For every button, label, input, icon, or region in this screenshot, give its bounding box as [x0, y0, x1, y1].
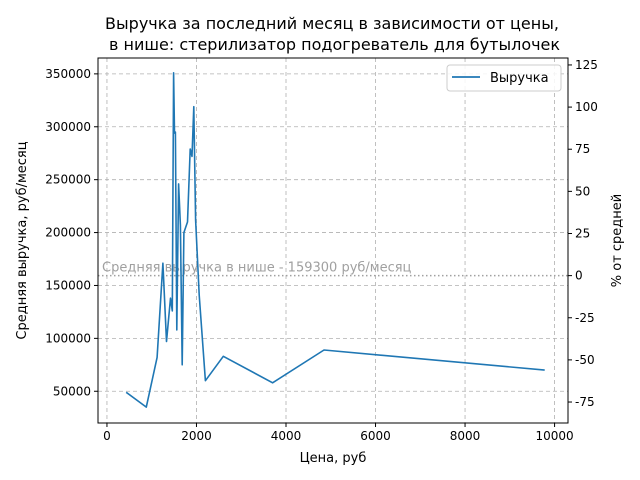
- x-tick-label: 0: [103, 429, 111, 443]
- y2-tick-label: 125: [575, 58, 598, 72]
- plot-frame: [97, 57, 569, 424]
- average-label: Средняя выручка в нише - 159300 руб/меся…: [102, 261, 412, 276]
- x-axis-ticks: 0 2000 4000 6000 8000 10000: [103, 423, 574, 443]
- x-tick-label: 10000: [535, 429, 573, 443]
- y-tick-label: 150000: [45, 278, 91, 292]
- x-tick-label: 4000: [271, 429, 302, 443]
- chart-title-line-1: Выручка за последний месяц в зависимости…: [105, 14, 559, 33]
- x-axis-label: Цена, руб: [300, 451, 367, 466]
- average-reference: Средняя выручка в нише - 159300 руб/меся…: [98, 261, 568, 277]
- legend-box: [446, 64, 562, 92]
- y2-tick-label: -75: [575, 395, 595, 409]
- y-tick-label: 100000: [45, 331, 91, 345]
- y-tick-label: 300000: [45, 120, 91, 134]
- y-tick-label: 250000: [45, 173, 91, 187]
- y2-tick-label: 50: [575, 184, 590, 198]
- y2-tick-label: -50: [575, 353, 595, 367]
- legend: Выручка: [446, 64, 562, 92]
- y2-tick-label: 100: [575, 100, 598, 114]
- legend-label: Выручка: [490, 71, 549, 86]
- y2-tick-label: 25: [575, 226, 590, 240]
- series-layer: [125, 72, 545, 408]
- y-tick-label: 50000: [53, 384, 91, 398]
- x-tick-label: 8000: [450, 429, 481, 443]
- y2-axis-ticks: -75 -50 -25 0 25 50 75 100 125: [568, 58, 598, 409]
- y2-tick-label: 0: [575, 269, 583, 283]
- series-line-revenue: [125, 72, 545, 408]
- y-tick-label: 200000: [45, 226, 91, 240]
- y2-tick-label: -25: [575, 311, 595, 325]
- y-tick-label: 350000: [45, 67, 91, 81]
- x-tick-label: 6000: [360, 429, 391, 443]
- y2-axis-label: % от средней: [610, 194, 625, 287]
- x-tick-label: 2000: [181, 429, 212, 443]
- y2-tick-label: 75: [575, 142, 590, 156]
- chart-title-line-2: в нише: стерилизатор подогреватель для б…: [104, 35, 560, 54]
- y-axis-ticks: 50000 100000 150000 200000 250000 300000 35000…: [45, 67, 98, 398]
- y-axis-label: Средняя выручка, руб/месяц: [15, 141, 30, 339]
